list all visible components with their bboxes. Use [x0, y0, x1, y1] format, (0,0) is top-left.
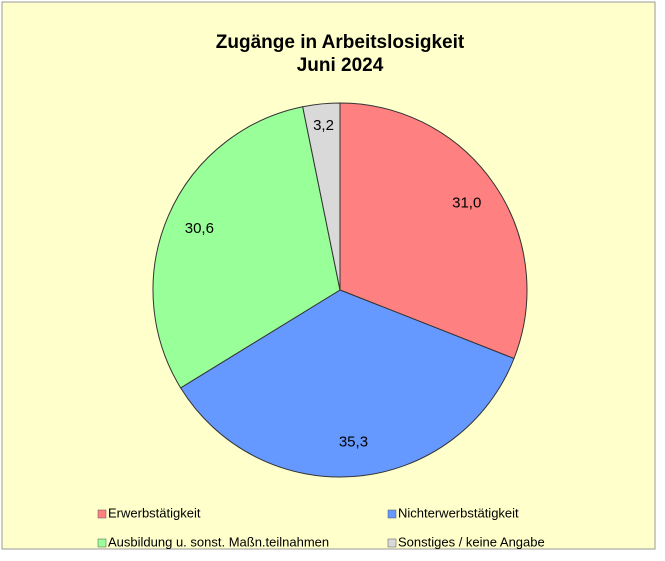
legend-swatch	[97, 538, 107, 548]
data-label: 30,6	[185, 220, 214, 237]
legend-swatch	[97, 509, 107, 519]
legend-swatch	[387, 509, 397, 519]
data-label: 35,3	[339, 434, 368, 451]
legend-label: Ausbildung u. sonst. Maßn.teilnahmen	[108, 534, 329, 549]
chart-subtitle: Juni 2024	[297, 55, 384, 76]
legend-swatch	[387, 538, 397, 548]
data-label: 3,2	[313, 117, 334, 134]
data-label: 31,0	[452, 195, 481, 212]
pie-slice	[152, 106, 341, 389]
legend-label: Erwerbstätigkeit	[108, 505, 201, 520]
pie-slice	[339, 102, 528, 360]
pie-slice	[302, 102, 341, 291]
legend-label: Nichterwerbstätigkeit	[398, 505, 519, 520]
legend-label: Sonstiges / keine Angabe	[398, 534, 545, 549]
chart-title: Zugänge in Arbeitslosigkeit	[216, 32, 465, 53]
